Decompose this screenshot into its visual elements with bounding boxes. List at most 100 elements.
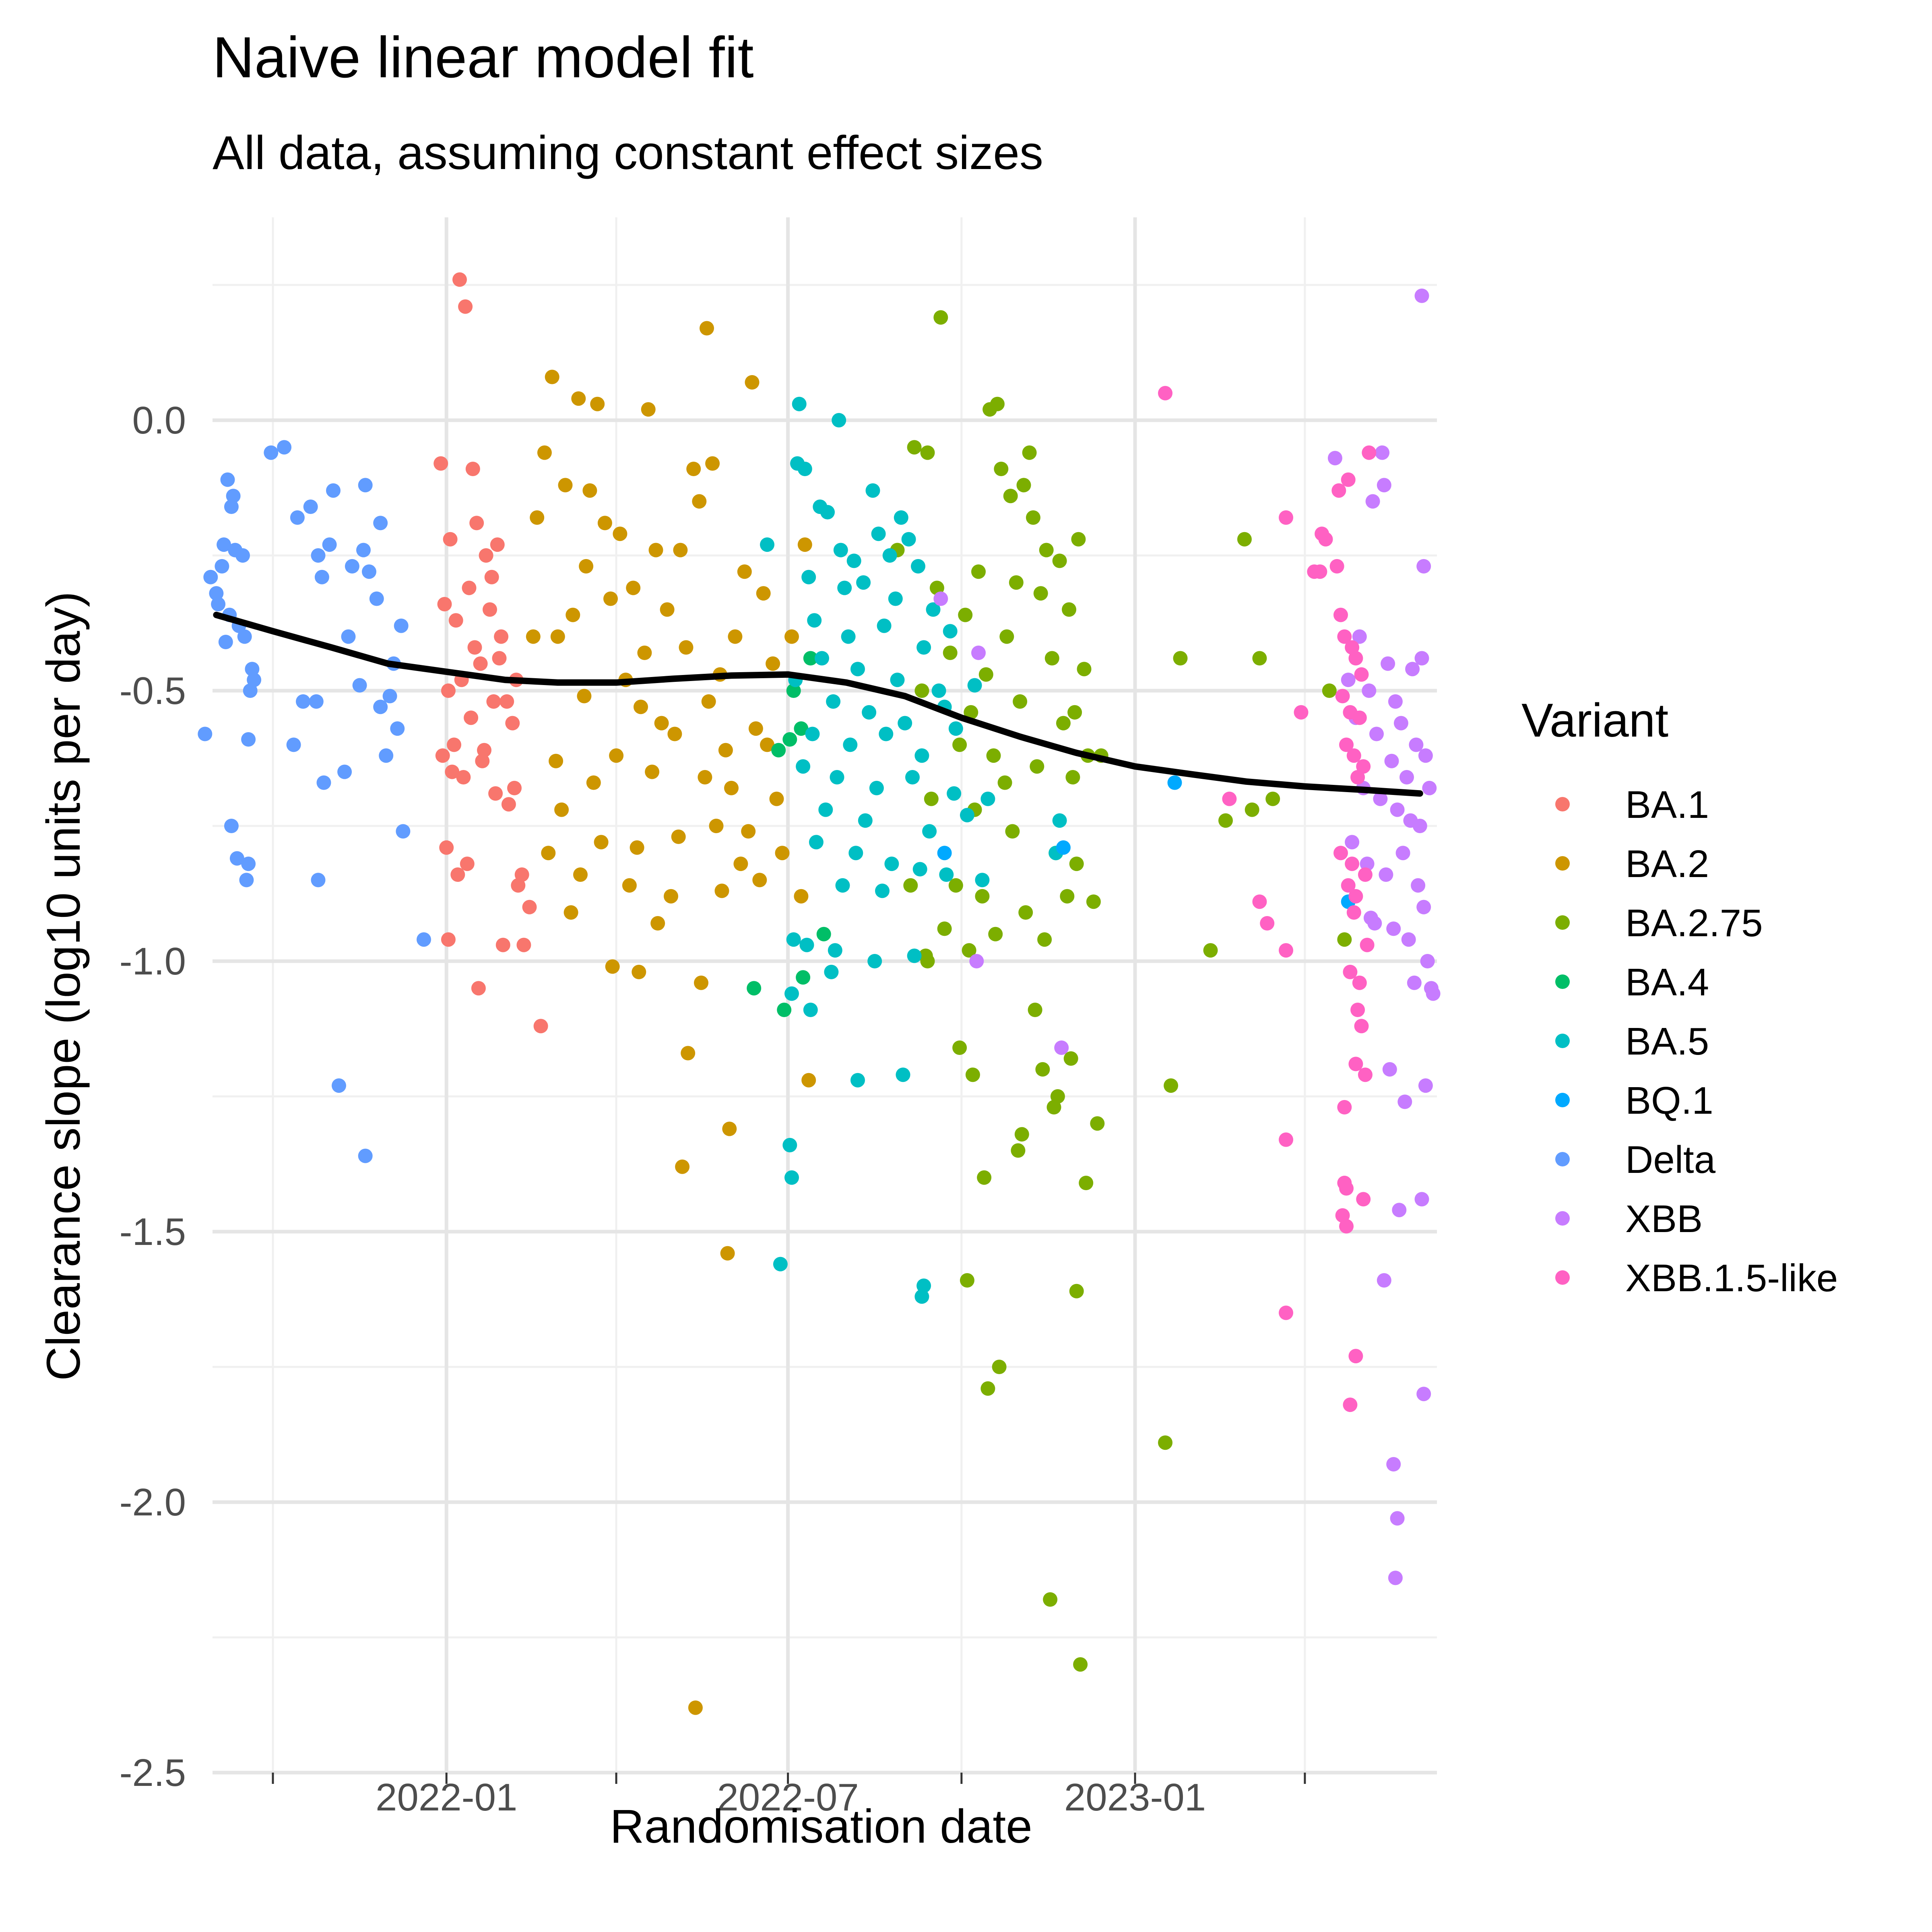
point-BA.1-38 (514, 867, 529, 882)
point-BA.1-23 (456, 770, 471, 784)
point-BA.2.75-26 (964, 705, 978, 720)
point-BA.2.75-49 (920, 954, 935, 968)
point-BA.5-32 (898, 716, 912, 731)
point-XBB-24 (1390, 802, 1405, 817)
point-BA.2.75-62 (1079, 1176, 1094, 1190)
point-BA.2.75-30 (952, 737, 967, 752)
point-BA.2-15 (705, 456, 720, 471)
point-BA.2-16 (692, 494, 707, 509)
point-BA.2.75-31 (986, 748, 1001, 763)
point-BA.2.75-71 (1203, 943, 1218, 958)
point-BA.2-0 (700, 321, 714, 336)
point-XBB.1.5-like-38 (1358, 1067, 1373, 1082)
point-BA.5-7 (894, 510, 908, 525)
legend-label-BA.2: BA.2 (1625, 842, 1709, 886)
point-BA.2.75-45 (937, 921, 952, 936)
point-BA.2-2 (545, 369, 559, 384)
point-BA.5-43 (905, 770, 920, 784)
point-BA.2-20 (550, 629, 565, 644)
point-BA.2-12 (648, 543, 663, 557)
point-BA.2.75-36 (1005, 824, 1020, 839)
point-BA.5-16 (837, 580, 852, 595)
point-XBB-46 (1416, 1387, 1431, 1402)
point-BA.5-35 (805, 727, 820, 741)
y-tick-label-5: -2.5 (120, 1751, 186, 1794)
point-BA.2.75-0 (933, 310, 948, 325)
point-Delta-12 (235, 548, 250, 563)
y-tick-label-0: 0.0 (132, 399, 186, 442)
point-BA.1-41 (533, 1019, 548, 1034)
point-XBB.1.5-like-34 (1352, 975, 1367, 990)
point-BA.2.75-23 (1044, 651, 1059, 666)
point-BA.5-47 (858, 813, 873, 828)
point-BA.5-21 (841, 629, 856, 644)
point-BA.2-13 (673, 543, 688, 557)
point-BA.2.75-61 (977, 1170, 992, 1185)
point-XBB-13 (1362, 683, 1377, 698)
point-BA.2-54 (714, 883, 729, 898)
point-BA.1-30 (516, 937, 531, 952)
legend-label-BA.4: BA.4 (1625, 961, 1709, 1004)
point-BA.2-71 (701, 694, 716, 709)
point-BA.5-25 (815, 651, 829, 666)
point-BA.2.75-15 (1033, 586, 1048, 601)
point-BA.2-63 (681, 1046, 696, 1061)
point-XBB-48 (1390, 1511, 1405, 1526)
point-BA.2-3 (571, 391, 586, 406)
point-BA.2-18 (756, 586, 771, 601)
point-BA.4-8 (777, 1003, 792, 1017)
point-XBB.1.5-like-27 (1348, 889, 1363, 904)
point-BA.5-74 (1052, 813, 1067, 828)
point-BA.5-55 (835, 878, 850, 893)
y-axis: 0.0 -0.5 -1.0 -1.5 -2.0 -2.5 (120, 399, 186, 1794)
y-tick-label-4: -2.0 (120, 1481, 186, 1524)
point-BA.2.75-16 (1052, 553, 1067, 568)
point-XBB.1.5-like-33 (1343, 964, 1358, 979)
point-XBB.1.5-like-32 (1279, 943, 1293, 958)
point-BA.5-48 (922, 824, 937, 839)
point-BA.2.75-8 (1003, 489, 1018, 504)
point-BA.2-52 (622, 878, 637, 893)
point-BA.1-16 (486, 694, 501, 709)
point-XBB-1 (1375, 445, 1390, 460)
point-BA.5-15 (801, 570, 816, 584)
point-XBB-5 (1416, 559, 1431, 574)
point-BA.5-27 (890, 673, 905, 687)
point-BA.5-19 (926, 602, 941, 617)
point-Delta-38 (373, 700, 388, 714)
point-BA.2-19 (797, 537, 812, 552)
point-BQ.1-0 (937, 846, 952, 861)
point-Delta-21 (209, 586, 224, 601)
point-BA.2.75-57 (1063, 1051, 1078, 1066)
point-BA.2-9 (597, 516, 612, 530)
point-XBB-29 (1379, 867, 1393, 882)
point-BA.2.75-63 (960, 1273, 974, 1288)
point-XBB.1.5-like-0 (1158, 386, 1172, 400)
point-XBB-37 (1407, 975, 1422, 990)
point-BA.4-7 (747, 981, 762, 996)
point-BA.2.75-42 (1018, 905, 1033, 920)
legend: Variant BA.1 BA.2 BA.2.75 BA.4 BA.5 BQ.1 Delta… (1521, 694, 1838, 1300)
point-BA.5-22 (877, 618, 892, 633)
point-BA.5-11 (833, 543, 848, 557)
point-XBB-44 (1414, 1192, 1429, 1207)
point-BA.2.75-54 (965, 1067, 980, 1082)
point-XBB-31 (1411, 878, 1426, 893)
point-BA.2-67 (688, 1700, 703, 1715)
point-BA.1-7 (490, 537, 505, 552)
point-XBB-19 (1384, 753, 1399, 768)
point-BA.2-5 (641, 402, 656, 417)
point-BA.2-45 (630, 840, 644, 855)
point-BA.2.75-82 (1067, 705, 1082, 720)
point-BA.2-69 (579, 559, 594, 574)
point-BA.2.75-81 (997, 775, 1012, 790)
point-BA.5-61 (867, 954, 882, 968)
point-XBB.1.5-like-26 (1341, 878, 1356, 893)
point-BA.5-66 (850, 1073, 865, 1088)
point-BA.2-33 (667, 727, 682, 741)
point-BA.1-37 (522, 900, 537, 914)
point-XBB-6 (933, 591, 948, 606)
point-BA.5-45 (980, 791, 995, 806)
point-Delta-15 (311, 548, 326, 563)
point-BA.2-57 (564, 905, 578, 920)
